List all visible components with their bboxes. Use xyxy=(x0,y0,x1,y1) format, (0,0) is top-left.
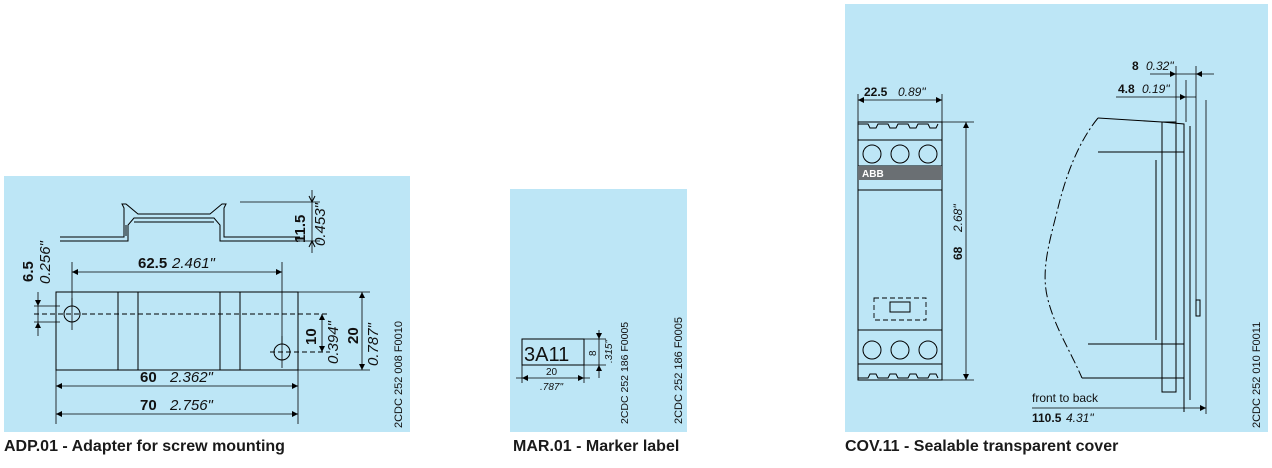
adapter-plate xyxy=(55,291,299,371)
cover-dim-width-in: 0.89" xyxy=(898,85,926,99)
marker-dim-height: 8 xyxy=(588,350,599,356)
adapter-dim-height-in: 0.453" xyxy=(312,202,329,246)
cover-dim-depth: 110.5 xyxy=(1032,411,1062,425)
cover-caption: COV.11 - Sealable transparent cover xyxy=(845,438,1119,455)
marker-label-box xyxy=(521,338,585,366)
adapter-dim-top: 62.5 xyxy=(138,255,167,272)
cover-dim-depth8: 8 xyxy=(1132,59,1139,73)
adapter-dim-mid-in: 2.362" xyxy=(169,369,214,386)
cover-device-front: ABB xyxy=(857,121,943,381)
marker-dim-height-in: .315" xyxy=(604,340,615,363)
adapter-dim-mid: 60 xyxy=(140,369,157,386)
adapter-dim-v20-in: 0.787" xyxy=(365,322,382,366)
adapter-dim-v10: 10 xyxy=(303,328,320,345)
cover-dim-depth8-in: 0.32" xyxy=(1146,59,1174,73)
adapter-dim-height: 11.5 xyxy=(292,215,309,243)
cover-dim-depth48: 4.8 xyxy=(1118,82,1135,96)
adapter-dim-bottom: 70 xyxy=(140,397,157,414)
cover-code: 2CDC 252 010 F0011 xyxy=(1251,322,1263,428)
adapter-dim-v20: 20 xyxy=(345,327,362,344)
marker-panel xyxy=(510,189,687,432)
marker-dim-width-in: .787" xyxy=(540,382,563,393)
cover-brand: ABB xyxy=(862,169,884,180)
cover-brand-strip xyxy=(858,166,942,180)
marker-code-right: 2CDC 252 186 F0005 xyxy=(673,317,685,424)
cover-panel xyxy=(845,4,1268,432)
marker-code-left: 2CDC 252 186 F0005 xyxy=(619,322,631,424)
cover-dim-height: 68 xyxy=(951,246,965,260)
cover-dim-depth48-in: 0.19" xyxy=(1142,82,1170,96)
adapter-dim-hole: 6.5 xyxy=(20,261,37,282)
marker-caption: MAR.01 - Marker label xyxy=(513,438,680,455)
adapter-rail-profile xyxy=(60,203,300,242)
cover-dim-height-in: 2.68" xyxy=(951,204,965,233)
adapter-dim-hole-in: 0.256" xyxy=(37,240,54,284)
adapter-dim-bottom-in: 2.756" xyxy=(169,397,214,414)
adapter-dim-v10-in: 0.394" xyxy=(325,320,342,364)
adapter-code: 2CDC 252 008 F0010 xyxy=(393,321,405,428)
cover-dim-depth-in: 4.31" xyxy=(1066,411,1094,425)
marker-dim-width: 20 xyxy=(546,367,558,378)
adapter-caption: ADP.01 - Adapter for screw mounting xyxy=(4,438,285,455)
marker-label-text: 3A11 xyxy=(524,344,569,366)
cover-dim-width: 22.5 xyxy=(864,85,888,99)
adapter-dim-top-in: 2.461" xyxy=(171,255,216,272)
cover-device-side xyxy=(1044,117,1201,412)
cover-front-to-back-label: front to back xyxy=(1032,391,1099,405)
